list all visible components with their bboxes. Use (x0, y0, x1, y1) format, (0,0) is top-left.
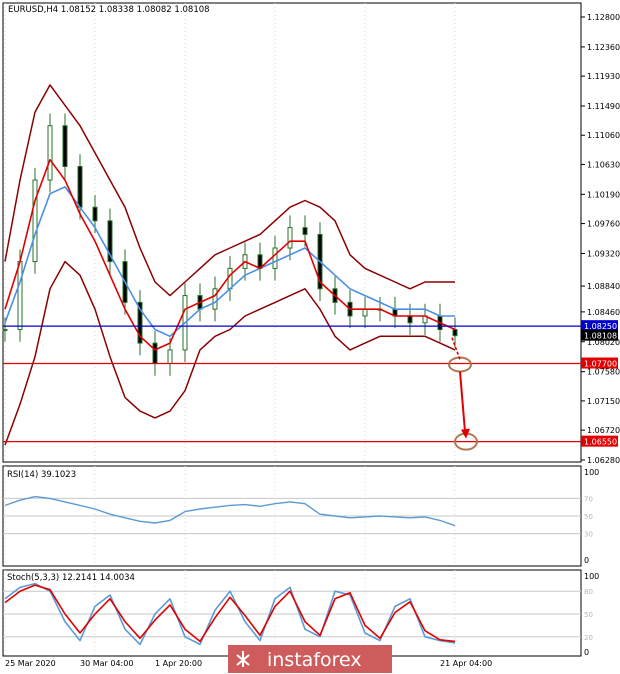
stoch-y-tick-label: 100 (584, 572, 599, 581)
y-axis: 1.12800 1.12360 1.11930 1.11490 1.11060 1.106… (581, 13, 620, 465)
bollinger-lower-line (4, 260, 456, 446)
price-candle (62, 125, 68, 167)
stoch-panel (2, 569, 582, 657)
watermark-bg (228, 645, 392, 673)
forecast-arrow-lead (451, 337, 461, 360)
price-candle (32, 179, 38, 263)
ma-slow-line (4, 186, 455, 338)
price-layer (2, 84, 458, 446)
price-candle (77, 165, 83, 208)
watermark-logo (236, 651, 250, 667)
price-y-tick-label: 1.08840 (587, 282, 620, 291)
price-candle (212, 288, 218, 310)
price-candle (47, 125, 53, 181)
price-y-tick-label: 1.08460 (587, 308, 620, 317)
price-y-tick-label: 1.09760 (587, 220, 620, 229)
price-y-tick-label: 1.09320 (587, 249, 620, 258)
price-y-tick-label: 1.11060 (587, 131, 620, 140)
rsi-line (4, 495, 456, 527)
price-candle (17, 261, 23, 331)
price-candle (227, 267, 233, 290)
forecast-arrow-shaft (459, 371, 466, 432)
price-candle (302, 227, 308, 235)
price-y-tick-label: 1.12360 (587, 43, 620, 52)
x-tick-label: 1 Apr 20:00 (155, 659, 202, 668)
price-candle (137, 301, 143, 344)
level-label-bg (581, 357, 618, 369)
price-candle (167, 349, 173, 365)
x-tick-label: 30 Mar 04:00 (80, 659, 133, 668)
bollinger-upper-line (4, 84, 455, 297)
forecast-arrow-head (461, 428, 470, 439)
price-candle (407, 315, 413, 324)
price-candle (92, 206, 98, 222)
x-tick-label: 21 Apr 04:00 (440, 659, 492, 668)
price-candle (452, 329, 458, 337)
price-candle (287, 227, 293, 249)
rsi-y-tick-label: 100 (584, 468, 599, 477)
level-label: 1.06550 (584, 438, 617, 447)
rsi-y-tick-label: 70 (584, 495, 593, 503)
stoch-y-tick-label: 80 (584, 588, 593, 596)
stoch-y-tick-label: 50 (584, 611, 593, 619)
price-candle (362, 308, 368, 317)
rsi-y-tick-label: 50 (584, 513, 593, 521)
stoch-y-tick-label: 0 (584, 648, 589, 657)
rsi-title: RSI(14) 39.1023 (7, 470, 76, 480)
level-label: 1.08250 (584, 322, 617, 331)
level-label-bg (581, 320, 618, 332)
chart-title: EURUSD,H4 1.08152 1.08338 1.08082 1.0810… (8, 5, 210, 15)
level-label: 1.07700 (584, 360, 617, 369)
level-label-bg (581, 329, 618, 341)
price-y-tick-label: 1.06720 (587, 426, 620, 435)
stoch-y-tick-label: 20 (584, 634, 593, 642)
watermark-text: instaforex (267, 649, 362, 671)
price-candle (152, 342, 158, 365)
x-tick-label: 25 Mar 2020 (5, 659, 56, 668)
price-candle (272, 247, 278, 269)
grid-lines (4, 3, 456, 656)
rsi-layer: 100 70 50 30 0 (3, 468, 599, 565)
price-candle (107, 220, 113, 263)
stoch-main-line (4, 582, 456, 646)
price-y-tick-label: 1.11490 (587, 102, 620, 111)
price-y-tick-label: 1.08020 (587, 338, 620, 347)
rsi-y-tick-label: 0 (584, 556, 589, 565)
stoch-signal-line (4, 584, 456, 643)
price-y-tick-label: 1.07580 (587, 368, 620, 377)
price-y-tick-label: 1.12800 (587, 13, 620, 22)
price-y-tick-label: 1.10630 (587, 160, 620, 169)
stoch-title: Stoch(5,3,3) 12.2141 14.0034 (7, 573, 135, 583)
level-label-bg (581, 435, 618, 447)
price-y-tick-label: 1.06280 (587, 456, 620, 465)
price-y-tick-label: 1.10190 (587, 190, 620, 199)
level-label: 1.08108 (584, 332, 617, 341)
price-candle (2, 329, 8, 332)
stoch-layer: 100 80 50 20 0 (3, 572, 599, 657)
rsi-y-tick-label: 30 (584, 531, 593, 539)
price-y-tick-label: 1.11930 (587, 72, 620, 81)
price-y-tick-label: 1.07150 (587, 397, 620, 406)
ma-fast-line (4, 158, 456, 351)
